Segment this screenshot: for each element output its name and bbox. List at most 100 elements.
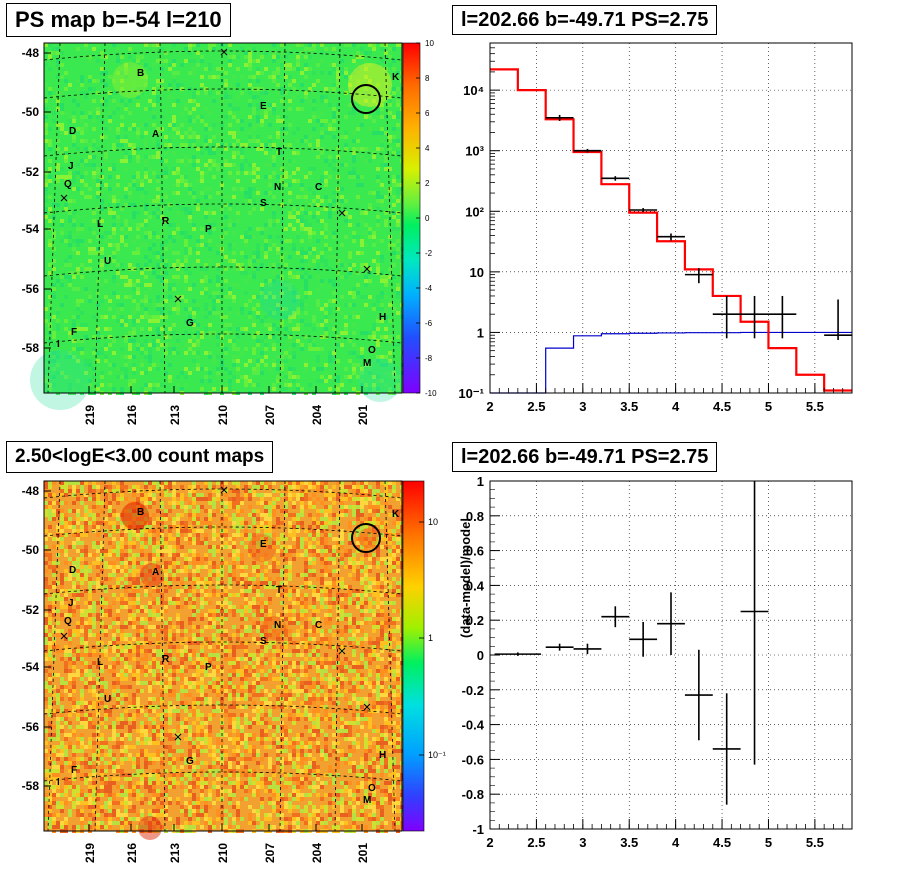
map-texture-cell xyxy=(140,351,144,355)
map-texture-cell xyxy=(252,187,256,191)
map-texture-cell xyxy=(96,585,100,589)
map-texture-cell xyxy=(44,43,48,47)
map-texture-cell xyxy=(368,231,372,235)
map-texture-cell xyxy=(180,569,184,573)
map-texture-cell xyxy=(396,545,400,549)
map-texture-cell xyxy=(292,517,296,521)
map-texture-cell xyxy=(116,135,120,139)
map-texture-cell xyxy=(356,315,360,319)
map-texture-cell xyxy=(348,533,352,537)
map-texture-cell xyxy=(364,263,368,267)
map-texture-cell xyxy=(160,327,164,331)
map-texture-cell xyxy=(396,291,400,295)
map-x-tick-label: 201 xyxy=(356,405,370,425)
map-texture-cell xyxy=(396,513,400,517)
map-texture-cell xyxy=(48,509,52,513)
map-texture-cell xyxy=(356,593,360,597)
map-texture-cell xyxy=(300,83,304,87)
map-texture-cell xyxy=(232,243,236,247)
map-texture-cell xyxy=(204,593,208,597)
map-texture-cell xyxy=(208,509,212,513)
map-texture-cell xyxy=(368,533,372,537)
map-texture-cell xyxy=(356,139,360,143)
map-texture-cell xyxy=(276,303,280,307)
map-texture-cell xyxy=(236,171,240,175)
map-texture-cell xyxy=(204,279,208,283)
map-texture-cell xyxy=(204,581,208,585)
map-texture-cell xyxy=(116,553,120,557)
map-texture-cell xyxy=(56,175,60,179)
map-texture-cell xyxy=(232,497,236,501)
map-texture-cell xyxy=(148,199,152,203)
map-texture-cell xyxy=(80,79,84,83)
map-texture-cell xyxy=(280,179,284,183)
map-texture-cell xyxy=(320,119,324,123)
map-texture-cell xyxy=(380,275,384,279)
map-texture-cell xyxy=(160,231,164,235)
map-texture-cell xyxy=(144,303,148,307)
map-texture-cell xyxy=(300,501,304,505)
map-texture-cell xyxy=(280,367,284,371)
map-texture-cell xyxy=(136,569,140,573)
map-texture-cell xyxy=(252,517,256,521)
map-texture-cell xyxy=(132,565,136,569)
map-texture-cell xyxy=(320,489,324,493)
map-texture-cell xyxy=(328,215,332,219)
map-texture-cell xyxy=(132,355,136,359)
map-texture-cell xyxy=(296,617,300,621)
map-texture-cell xyxy=(368,51,372,55)
map-texture-cell xyxy=(276,71,280,75)
map-texture-cell xyxy=(360,239,364,243)
map-texture-cell xyxy=(48,55,52,59)
map-texture-cell xyxy=(360,267,364,271)
map-texture-cell xyxy=(192,613,196,617)
map-texture-cell xyxy=(284,63,288,67)
map-texture-cell xyxy=(132,569,136,573)
map-texture-cell xyxy=(60,521,64,525)
map-texture-cell xyxy=(352,505,356,509)
map-texture-cell xyxy=(64,355,68,359)
map-texture-cell xyxy=(176,159,180,163)
map-texture-cell xyxy=(276,339,280,343)
map-texture-cell xyxy=(360,155,364,159)
map-texture-cell xyxy=(144,231,148,235)
map-texture-cell xyxy=(196,251,200,255)
map-texture-cell xyxy=(328,155,332,159)
map-texture-cell xyxy=(196,517,200,521)
map-texture-cell xyxy=(368,609,372,613)
map-texture-cell xyxy=(236,581,240,585)
map-texture-cell xyxy=(384,593,388,597)
map-texture-cell xyxy=(288,521,292,525)
map-texture-cell xyxy=(228,111,232,115)
map-texture-cell xyxy=(48,175,52,179)
map-texture-cell xyxy=(228,95,232,99)
map-texture-cell xyxy=(136,159,140,163)
map-texture-cell xyxy=(168,565,172,569)
map-texture-cell xyxy=(152,251,156,255)
map-texture-cell xyxy=(260,143,264,147)
map-texture-cell xyxy=(124,319,128,323)
map-texture-cell xyxy=(188,135,192,139)
map-texture-cell xyxy=(200,191,204,195)
map-texture-cell xyxy=(60,371,64,375)
map-texture-cell xyxy=(132,485,136,489)
map-y-tick-label: -50 xyxy=(22,105,40,119)
map-texture-cell xyxy=(140,363,144,367)
map-texture-cell xyxy=(356,51,360,55)
map-texture-cell xyxy=(188,187,192,191)
map-texture-cell xyxy=(164,143,168,147)
map-texture-cell xyxy=(240,351,244,355)
map-source-label-t: T xyxy=(276,147,282,158)
map-texture-cell xyxy=(324,331,328,335)
map-texture-cell xyxy=(324,517,328,521)
map-texture-cell xyxy=(324,327,328,331)
map-texture-cell xyxy=(44,183,48,187)
map-texture-cell xyxy=(144,497,148,501)
map-texture-cell xyxy=(360,569,364,573)
map-texture-cell xyxy=(204,517,208,521)
map-texture-cell xyxy=(176,383,180,387)
map-texture-cell xyxy=(276,151,280,155)
map-texture-cell xyxy=(244,605,248,609)
map-texture-cell xyxy=(148,605,152,609)
map-texture-cell xyxy=(124,195,128,199)
